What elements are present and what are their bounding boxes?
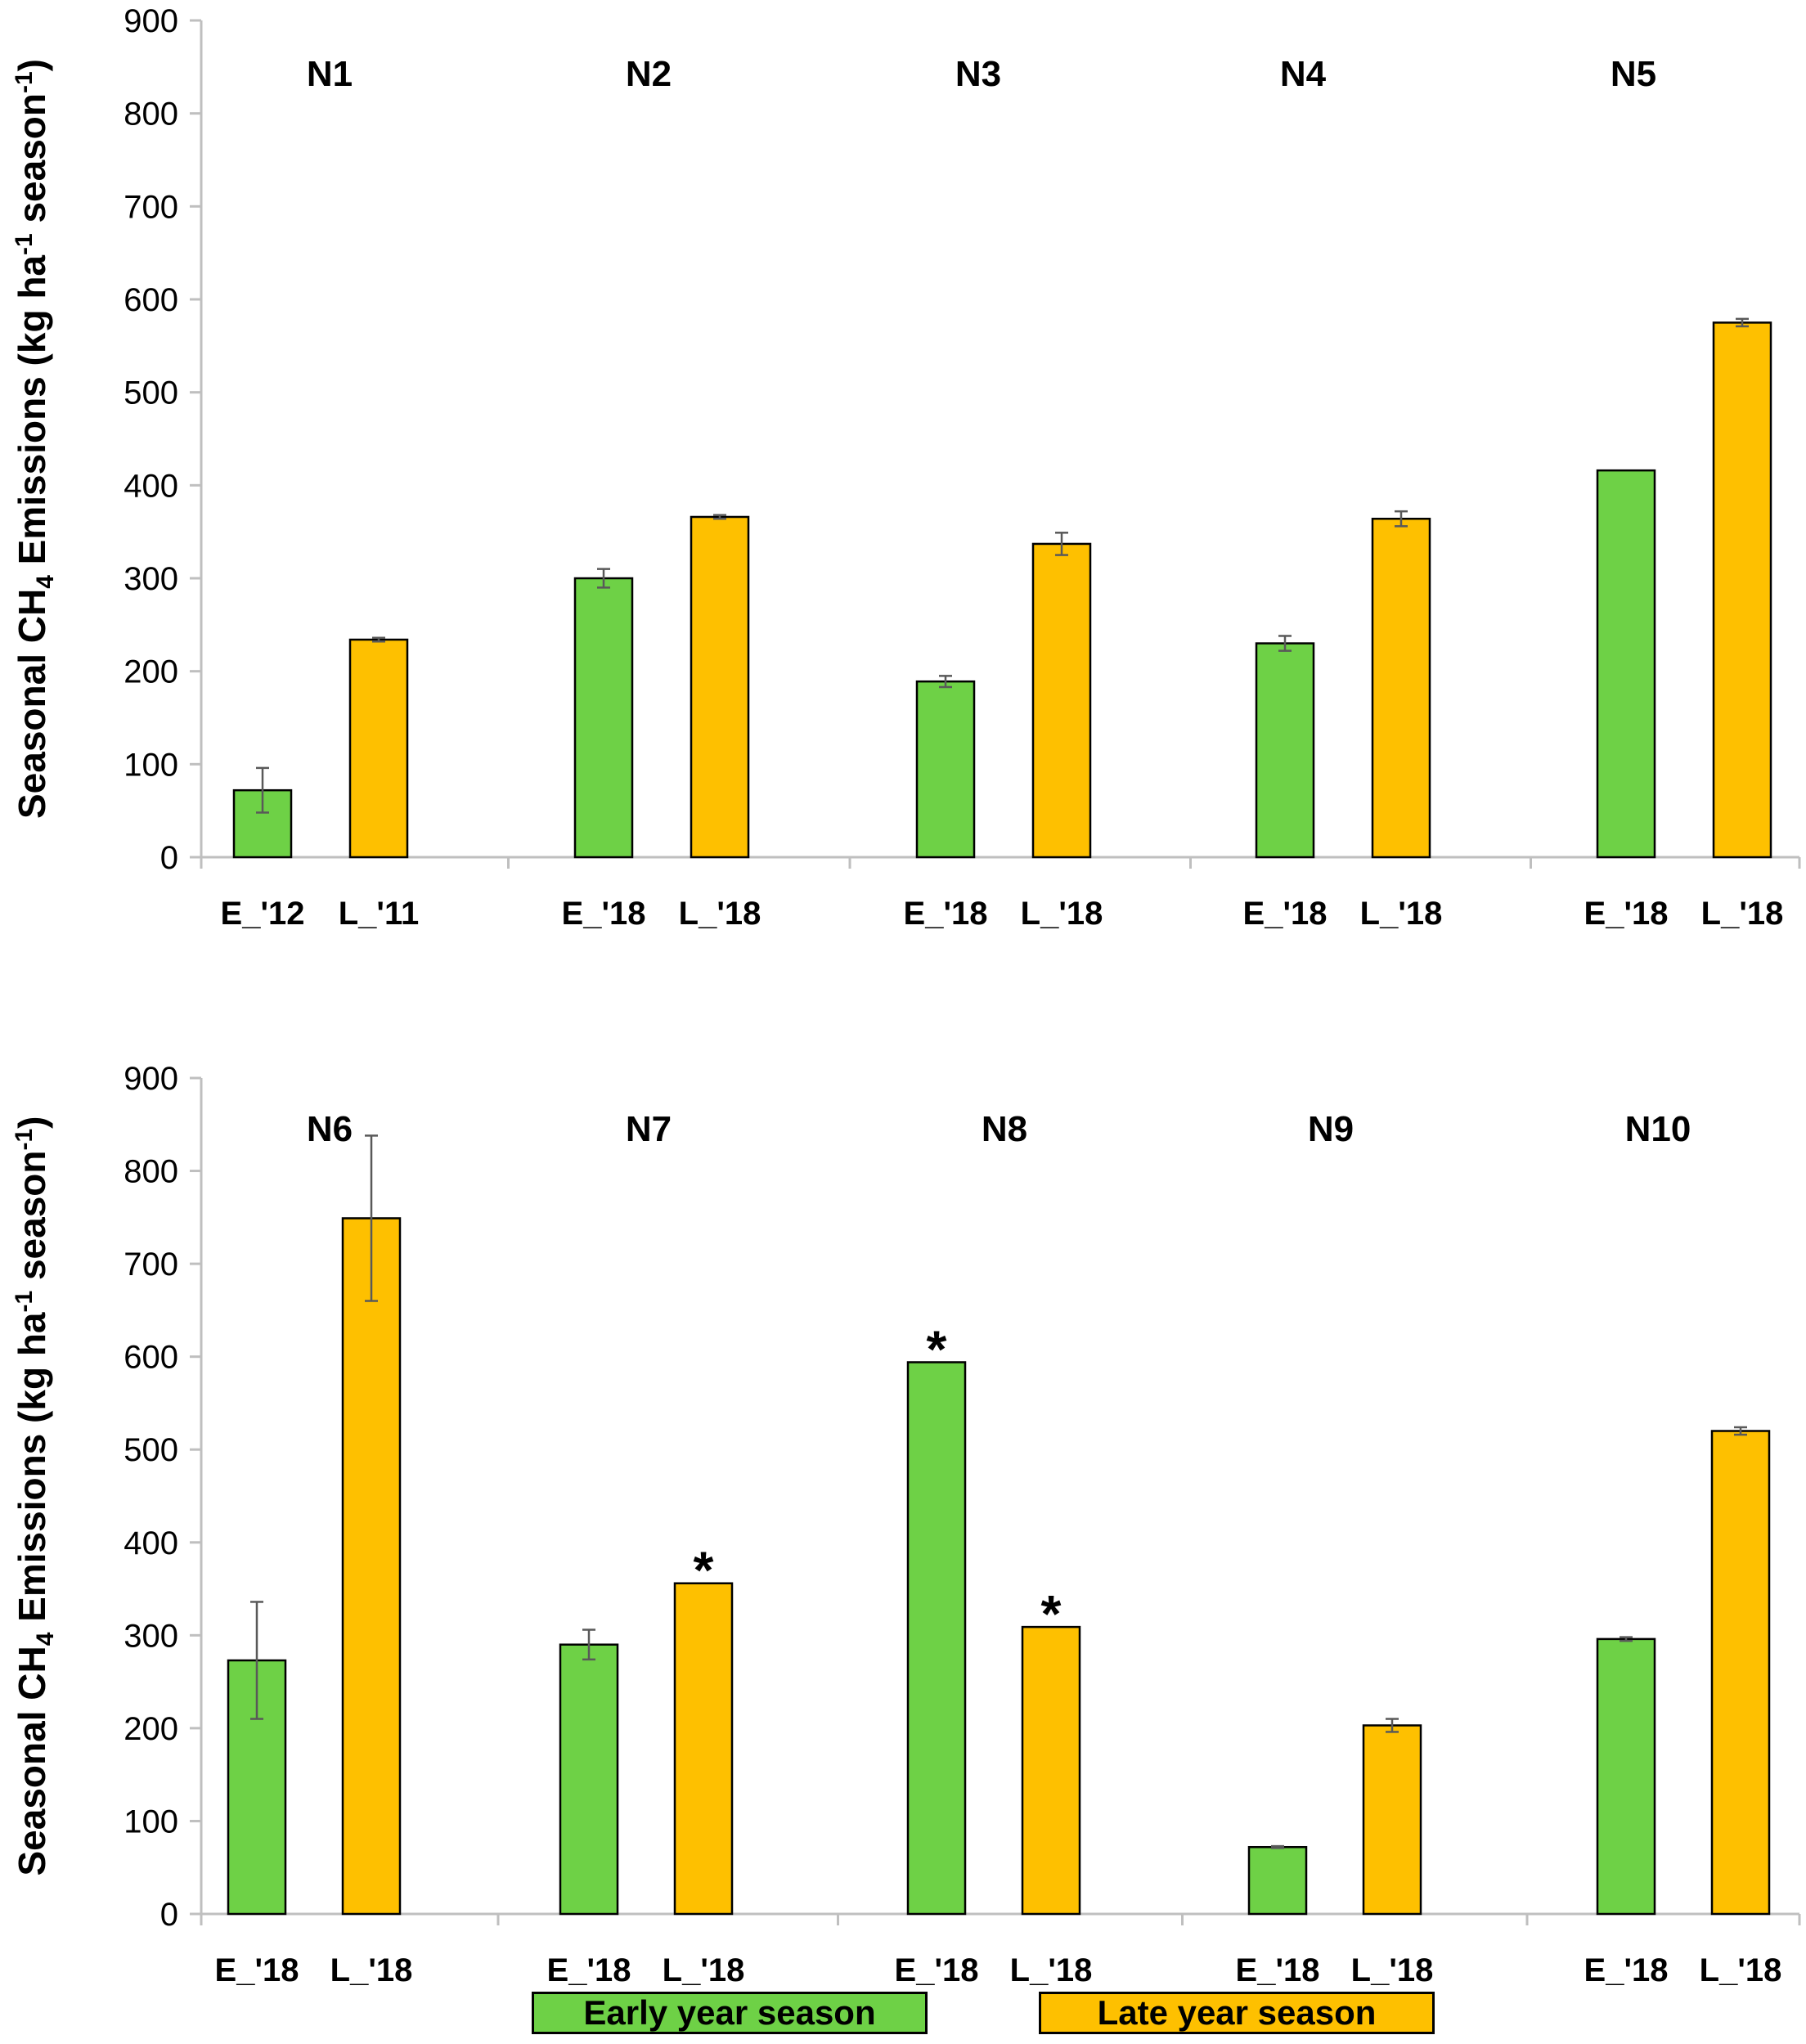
- bar-early: [1596, 1637, 1656, 1916]
- y-axis-title-part: 4: [32, 575, 59, 589]
- x-tick-label: E_'18: [1584, 1952, 1669, 1988]
- y-tick-label: 400: [124, 1525, 178, 1561]
- significance-star: *: [694, 1541, 714, 1600]
- y-axis-title: Seasonal CH4 Emissions (kg ha-1 season-1…: [11, 59, 59, 819]
- y-tick-label: 500: [124, 375, 178, 411]
- x-tick-label: E_'18: [1584, 896, 1669, 932]
- y-tick-label: 0: [160, 1897, 178, 1933]
- x-tick-label: L_'18: [1021, 896, 1103, 932]
- x-tick-label: L_'18: [330, 1952, 413, 1988]
- y-tick-label: 900: [124, 1061, 178, 1097]
- y-tick-label: 300: [124, 1618, 178, 1654]
- y-tick-label: 600: [124, 1340, 178, 1376]
- y-tick-label: 500: [124, 1432, 178, 1468]
- group-label: N6: [307, 1109, 353, 1149]
- chart-panel-1: 0 100 200 300 400 500 600 700 800 900 Seasonal CH4…: [11, 3, 1801, 932]
- y-axis-title-part: Seasonal CH: [11, 589, 53, 819]
- y-axis-title-part: -1: [11, 1291, 38, 1313]
- group-label: N2: [626, 54, 672, 94]
- y-tick-label: 0: [160, 840, 178, 876]
- y-tick-label: 700: [124, 189, 178, 225]
- chart-panel-2: 0 100 200 300 400 500 600 700 800 900 Seasonal CH4…: [11, 1061, 1801, 1988]
- bar-early: [1247, 1845, 1308, 1916]
- group-label: N5: [1611, 54, 1656, 94]
- bar-late: [673, 1582, 734, 1916]
- bar-late: [1021, 1625, 1081, 1916]
- x-tick-label: E_'18: [562, 896, 646, 932]
- legend-late-label: Late year season: [1097, 1993, 1377, 2032]
- x-tick-label: E_'18: [895, 1952, 979, 1988]
- bar-late: [690, 515, 750, 859]
- x-tick-label: E_'18: [547, 1952, 631, 1988]
- x-tick-label: E_'18: [904, 896, 988, 932]
- bar-late: [341, 1217, 402, 1916]
- bar-late: [1031, 542, 1092, 859]
- y-axis-title-part: season: [11, 93, 53, 233]
- group-label: N9: [1308, 1109, 1354, 1149]
- y-tick-label: 300: [124, 561, 178, 597]
- group-label: N3: [955, 54, 1001, 94]
- y-tick-label: 200: [124, 654, 178, 690]
- bar-late: [348, 638, 409, 859]
- y-axis-title-part: -1: [11, 1129, 38, 1151]
- y-axis-title-part: season: [11, 1150, 53, 1290]
- y-tick-label: 700: [124, 1247, 178, 1283]
- bar-early: [573, 577, 634, 859]
- x-tick-label: L_'18: [1701, 896, 1784, 932]
- x-tick-label: L_'18: [1360, 896, 1443, 932]
- y-axis-title-part: -1: [11, 233, 38, 255]
- y-axis-title-part: 4: [32, 1632, 59, 1646]
- y-tick-label: 900: [124, 3, 178, 39]
- y-tick-label: 600: [124, 282, 178, 318]
- y-axis-title: Seasonal CH4 Emissions (kg ha-1 season-1…: [11, 1116, 59, 1876]
- y-axis-title-part: ): [11, 59, 53, 71]
- y-axis-title-part: Seasonal CH: [11, 1646, 53, 1876]
- bar-early: [559, 1643, 619, 1916]
- group-label: N8: [982, 1109, 1027, 1149]
- y-tick-label: 100: [124, 747, 178, 783]
- bar-late: [1712, 321, 1772, 859]
- y-tick-label: 800: [124, 97, 178, 133]
- y-axis-title-part: Emissions (kg ha: [11, 255, 53, 576]
- group-label: N7: [626, 1109, 672, 1149]
- legend-late-season: Late year season: [1039, 1992, 1435, 2034]
- bar-late: [1362, 1724, 1422, 1916]
- legend-early-season: Early year season: [532, 1992, 928, 2034]
- y-tick-label: 100: [124, 1804, 178, 1840]
- x-tick-label: E_'18: [1236, 1952, 1320, 1988]
- x-tick-label: E_'12: [221, 896, 305, 932]
- group-label: N10: [1625, 1109, 1691, 1149]
- x-tick-label: L_'18: [663, 1952, 745, 1988]
- y-tick-label: 800: [124, 1154, 178, 1190]
- x-tick-label: L_'18: [1351, 1952, 1434, 1988]
- bar-early: [1596, 469, 1656, 859]
- x-tick-label: E_'18: [215, 1952, 299, 1988]
- bar-late: [1371, 518, 1431, 859]
- bar-early: [1255, 642, 1315, 859]
- group-label: N1: [307, 54, 353, 94]
- y-tick-label: 400: [124, 468, 178, 504]
- x-tick-label: L_'11: [339, 896, 419, 932]
- x-tick-label: L_'18: [1010, 1952, 1093, 1988]
- y-axis-title-part: ): [11, 1116, 53, 1128]
- y-tick-label: 200: [124, 1711, 178, 1747]
- legend-early-label: Early year season: [583, 1993, 876, 2032]
- group-label: N4: [1280, 54, 1327, 94]
- x-tick-label: L_'18: [679, 896, 761, 932]
- significance-star: *: [927, 1319, 947, 1378]
- y-axis-title-part: -1: [11, 71, 38, 93]
- x-tick-label: E_'18: [1243, 896, 1328, 932]
- bar-early: [915, 680, 976, 859]
- bar-late: [1710, 1430, 1771, 1916]
- x-tick-label: L_'18: [1700, 1952, 1782, 1988]
- y-axis-title-part: Emissions (kg ha: [11, 1312, 53, 1633]
- significance-star: *: [1041, 1584, 1062, 1643]
- bar-early: [906, 1361, 967, 1916]
